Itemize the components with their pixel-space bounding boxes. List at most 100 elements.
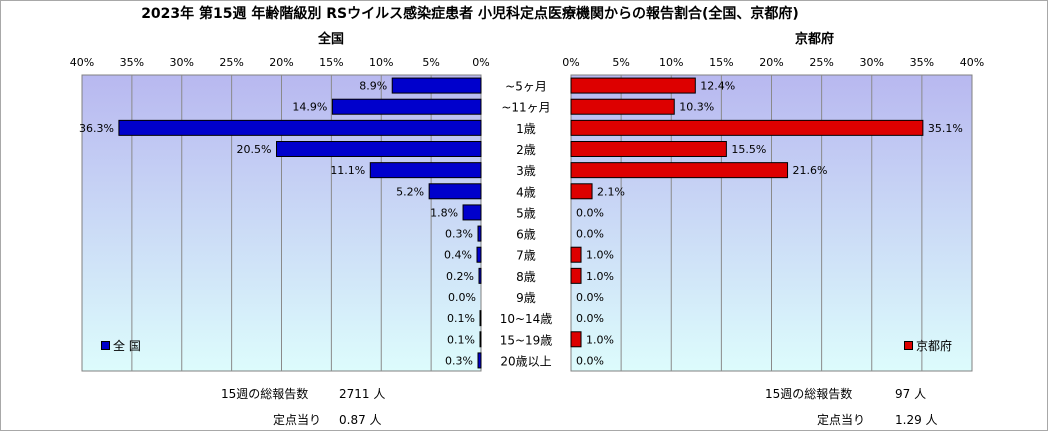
national-data-label: 11.1% <box>330 164 365 177</box>
national-per-site-label: 定点当り <box>273 413 322 427</box>
national-tick-label: 20% <box>269 56 293 69</box>
kyoto-bar <box>570 77 696 94</box>
kyoto-bar <box>570 183 593 200</box>
national-data-label: 36.3% <box>79 122 114 135</box>
national-data-label: 1.8% <box>430 206 458 219</box>
category-label: 20歳以上 <box>500 354 551 368</box>
kyoto-data-label: 35.1% <box>928 122 963 135</box>
national-bar <box>476 246 482 263</box>
category-label: ~5ヶ月 <box>505 80 547 94</box>
kyoto-data-label: 0.0% <box>576 206 604 219</box>
category-label: 6歳 <box>516 228 536 242</box>
national-tick-label: 15% <box>319 56 343 69</box>
category-label: ~11ヶ月 <box>501 101 550 115</box>
category-label: 9歳 <box>516 291 536 305</box>
category-axis: ~5ヶ月 ~11ヶ月 1歳 2歳 3歳 4歳 5歳 6歳 7歳 8歳 9歳 10~14歳 15~19歳 2… <box>500 80 553 369</box>
national-bar <box>478 267 482 284</box>
national-bar <box>331 98 482 115</box>
kyoto-data-label: 0.0% <box>576 354 604 367</box>
national-tick-label: 40% <box>70 56 94 69</box>
kyoto-data-label: 1.0% <box>586 249 614 262</box>
kyoto-per-site-label: 定点当り <box>817 413 866 427</box>
national-data-label: 20.5% <box>237 143 272 156</box>
national-bar <box>477 225 482 242</box>
category-label: 2歳 <box>516 143 536 157</box>
national-bar <box>391 77 482 94</box>
kyoto-data-label: 15.5% <box>731 143 766 156</box>
kyoto-plot-area: 0% 5% 10% 15% 20% 25% 30% 35% 40% 12.4% 10.3% 35.1%… <box>562 56 984 372</box>
category-label: 15~19歳 <box>500 333 553 347</box>
kyoto-data-label: 21.6% <box>793 164 828 177</box>
kyoto-tick-label: 35% <box>910 56 934 69</box>
kyoto-data-label: 0.0% <box>576 312 604 325</box>
kyoto-data-label: 2.1% <box>597 185 625 198</box>
national-data-label: 8.9% <box>359 80 387 93</box>
national-legend: 全 国 <box>101 337 141 354</box>
national-data-label: 0.1% <box>447 333 475 346</box>
national-bar <box>479 310 482 327</box>
kyoto-bar <box>570 246 582 263</box>
kyoto-total-value: 97 人 <box>895 387 927 401</box>
category-label: 10~14歳 <box>500 312 553 326</box>
chart-title: 2023年 第15週 年齢階級別 RSウイルス感染症患者 小児科定点医療機関から… <box>141 6 799 22</box>
kyoto-bar <box>570 267 582 284</box>
kyoto-bar <box>570 331 582 348</box>
kyoto-per-site-value: 1.29 人 <box>895 413 938 427</box>
national-bar <box>477 352 482 369</box>
national-bar <box>462 204 482 221</box>
national-bar <box>479 331 482 348</box>
kyoto-data-label: 1.0% <box>586 333 614 346</box>
kyoto-tick-label: 5% <box>612 56 629 69</box>
kyoto-legend-swatch <box>904 341 913 350</box>
category-label: 1歳 <box>516 122 536 136</box>
national-total-label: 15週の総報告数 <box>221 387 309 401</box>
national-data-label: 0.2% <box>446 270 474 283</box>
category-label: 7歳 <box>516 249 536 263</box>
national-per-site-value: 0.87 人 <box>339 413 382 427</box>
national-data-label: 14.9% <box>292 101 327 114</box>
kyoto-data-label: 10.3% <box>679 101 714 114</box>
national-tick-label: 0% <box>472 56 489 69</box>
kyoto-tick-label: 20% <box>759 56 783 69</box>
kyoto-total-label: 15週の総報告数 <box>765 387 853 401</box>
kyoto-data-label: 12.4% <box>700 80 735 93</box>
national-tick-label: 25% <box>219 56 243 69</box>
kyoto-legend: 京都府 <box>904 337 952 354</box>
kyoto-legend-label: 京都府 <box>916 339 953 353</box>
national-legend-label: 全 国 <box>113 339 141 353</box>
national-bar <box>276 141 482 157</box>
national-panel-title: 全国 <box>318 32 345 47</box>
national-plot-area: 40% 35% 30% 25% 20% 15% 10% 5% 0% 8.9% 14.9% 36.3% 2… <box>70 56 490 372</box>
kyoto-bar <box>570 141 727 157</box>
kyoto-bar <box>570 119 924 136</box>
kyoto-tick-label: 10% <box>659 56 683 69</box>
national-legend-swatch <box>101 341 110 350</box>
national-total-value: 2711 人 <box>339 387 386 401</box>
national-bar <box>369 162 482 179</box>
national-bar <box>118 119 482 136</box>
national-tick-label: 5% <box>422 56 439 69</box>
national-tick-label: 10% <box>369 56 393 69</box>
kyoto-panel-title: 京都府 <box>795 32 835 47</box>
kyoto-data-label: 0.0% <box>576 291 604 304</box>
national-data-label: 0.4% <box>444 249 472 262</box>
kyoto-data-label: 0.0% <box>576 228 604 241</box>
kyoto-data-label: 1.0% <box>586 270 614 283</box>
category-label: 3歳 <box>516 164 536 178</box>
kyoto-tick-label: 0% <box>562 56 579 69</box>
national-tick-label: 30% <box>170 56 194 69</box>
national-data-label: 0.3% <box>445 228 473 241</box>
kyoto-tick-label: 30% <box>860 56 884 69</box>
category-label: 4歳 <box>516 185 536 199</box>
national-tick-label: 35% <box>120 56 144 69</box>
national-data-label: 0.3% <box>445 354 473 367</box>
category-label: 8歳 <box>516 270 536 284</box>
kyoto-tick-label: 15% <box>709 56 733 69</box>
national-data-label: 0.0% <box>448 291 476 304</box>
kyoto-bar <box>570 98 675 115</box>
kyoto-tick-label: 40% <box>960 56 984 69</box>
national-bar <box>428 183 482 200</box>
national-data-label: 0.1% <box>447 312 475 325</box>
kyoto-bar <box>570 162 789 179</box>
